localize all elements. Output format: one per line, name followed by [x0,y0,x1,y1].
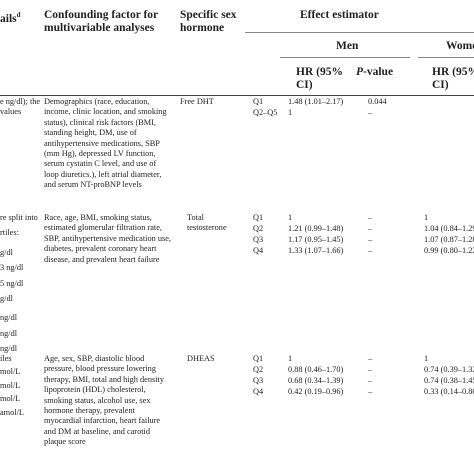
men-hr-cell: 1.48 (1.01–2.17) [288,97,344,106]
row1-details: e ng/dl); the values [0,97,41,117]
row2-hormone: Total testosterone [187,213,227,233]
quantile-label: Q1 [253,354,264,363]
women-hr-cell: 1.04 (0.84–1.29) [424,224,474,233]
row3-hormone: DHEAS [187,354,215,363]
men-pvalue-cell: – [368,365,373,374]
men-hr-cell: 0.68 (0.34–1.39) [288,376,344,385]
effect-estimator-header: Effect estimator [300,9,379,21]
women-header: Wome [446,40,474,52]
men-header: Men [336,40,359,52]
hr-men-header: HR (95% CI) [296,66,343,91]
men-divider [280,57,410,58]
women-divider [418,57,474,58]
quantile-label: Q2–Q5 [253,108,278,117]
men-pvalue-cell: – [368,108,373,117]
hr-women-header: HR (95% CI) [432,66,474,91]
men-pvalue-cell: – [368,235,373,244]
men-hr-cell: 1 [288,213,293,222]
quantile-label: Q3 [253,376,264,385]
men-hr-cell: 1.21 (0.99–1.48) [288,224,344,233]
quantile-label: Q1 [253,97,264,106]
row3-confounding: Age, sex, SBP, diastolic blood pressure,… [44,354,164,447]
pvalue-header: P-value [356,66,394,78]
men-pvalue-cell: – [368,387,373,396]
men-pvalue-cell: – [368,213,373,222]
men-pvalue-cell: 0.044 [368,97,387,106]
row1-hormone: Free DHT [180,97,214,106]
row3-details: iles mol/L mol/L mol/L amol/L [0,354,24,417]
effect-divider [245,32,474,33]
quantile-label: Q4 [253,387,264,396]
men-pvalue-cell: – [368,376,373,385]
confounding-header: Confounding factor for multivariable ana… [44,9,158,34]
men-hr-cell: 1.17 (0.95–1.45) [288,235,344,244]
men-hr-cell: 0.88 (0.46–1.70) [288,365,344,374]
quantile-label: Q1 [253,213,264,222]
men-hr-cell: 1 [288,354,293,363]
men-hr-cell: 1 [288,108,293,117]
hormone-header: Specific sex hormone [180,9,237,34]
women-hr-cell: 0.99 (0.80–1.22) [424,246,474,255]
quantile-label: Q2 [253,224,264,233]
details-header: ailsd [0,11,21,25]
quantile-label: Q2 [253,365,264,374]
men-hr-cell: 1.33 (1.07–1.66) [288,246,344,255]
men-hr-cell: 0.42 (0.19–0.96) [288,387,344,396]
women-hr-cell: 1 [424,213,429,222]
women-hr-cell: 1 [424,354,429,363]
women-hr-cell: 0.33 (0.14–0.80) [424,387,474,396]
quantile-label: Q3 [253,235,264,244]
men-pvalue-cell: – [368,246,373,255]
men-pvalue-cell: – [368,354,373,363]
row2-confounding: Race, age, BMI, smoking status, estimate… [44,213,171,264]
women-hr-cell: 1.07 (0.87–1.28) [424,235,474,244]
quantile-label: Q4 [253,246,264,255]
header-bottom-rule [0,95,474,96]
women-hr-cell: 0.74 (0.39–1.32) [424,365,474,374]
men-pvalue-cell: – [368,224,373,233]
row1-confounding: Demographics (race, education, income, c… [44,97,167,190]
row2-details: re split into rtiles: g/dl 3 ng/dl 5 ng/… [0,213,38,354]
women-hr-cell: 0.74 (0.38–1.45) [424,376,474,385]
